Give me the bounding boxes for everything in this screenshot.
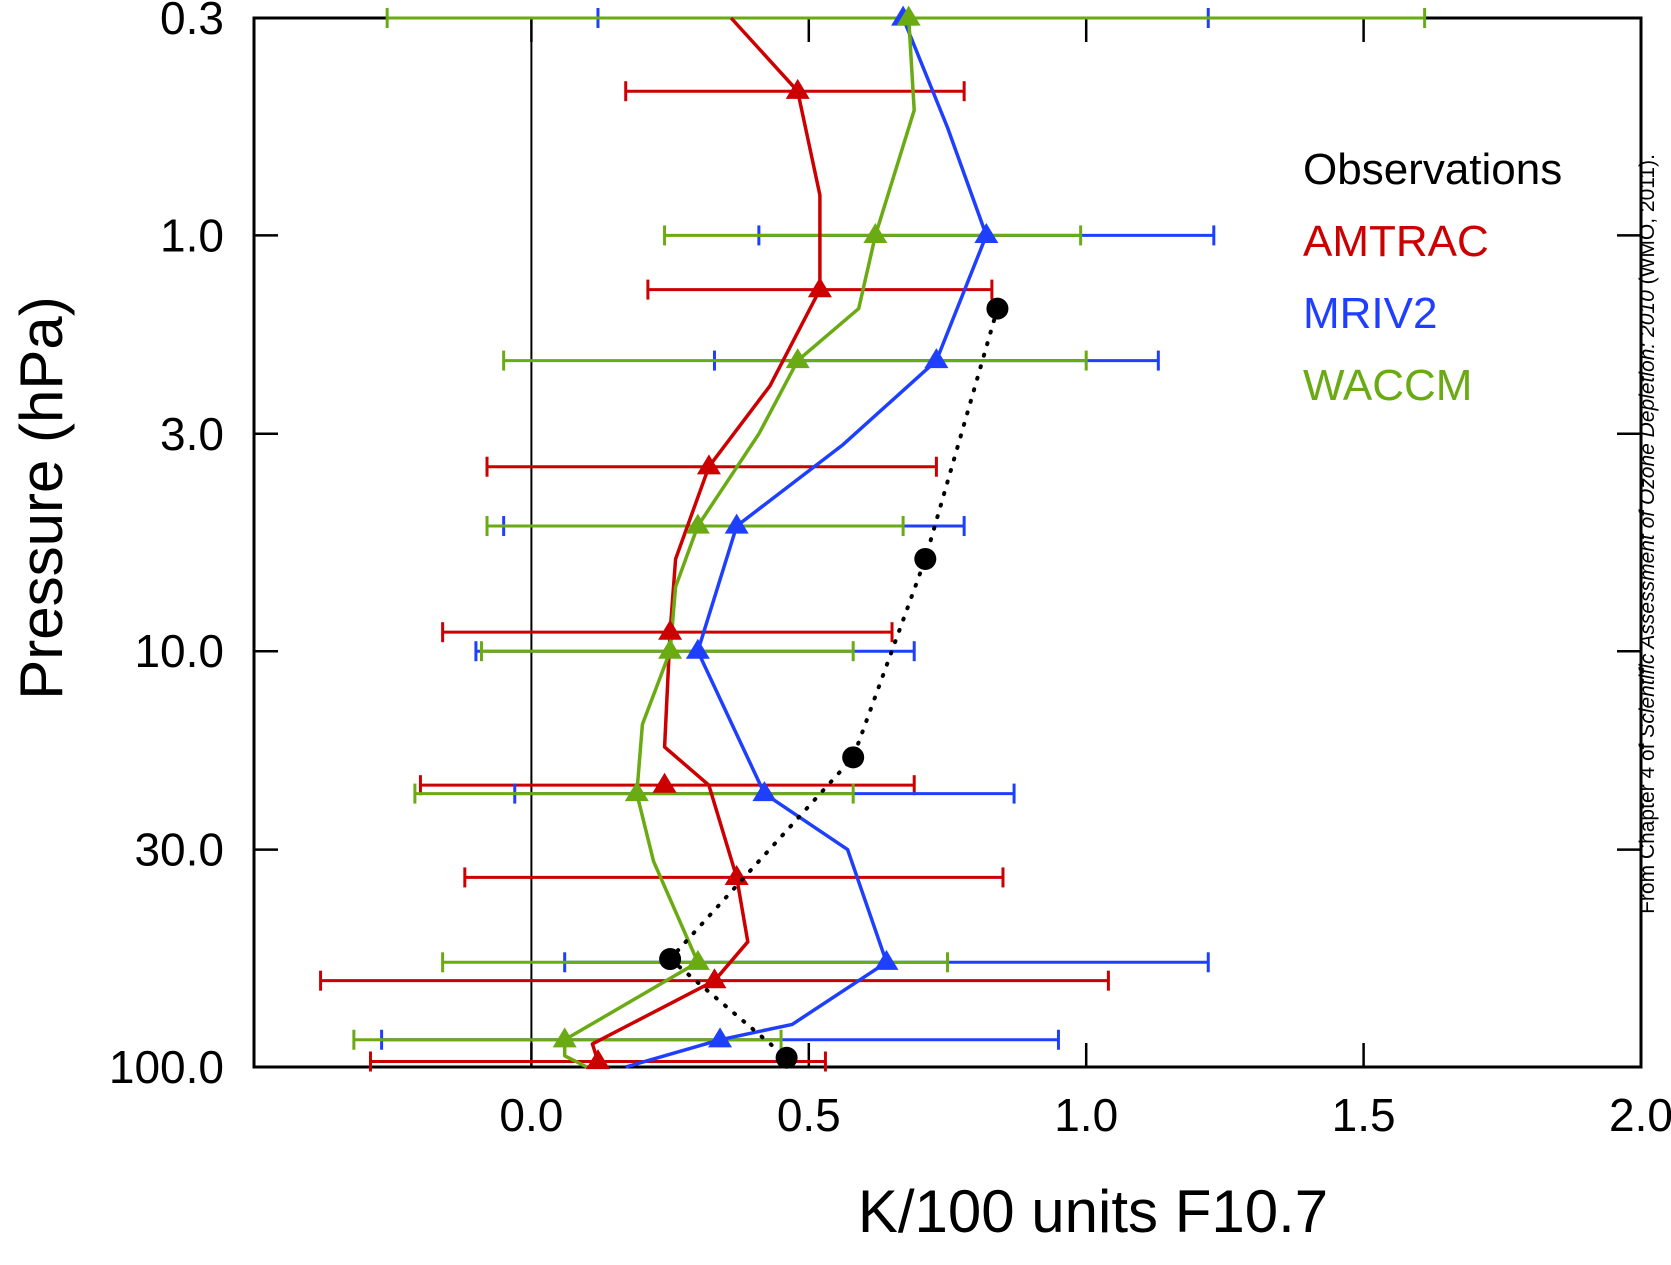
mriv2-marker <box>874 949 899 970</box>
mriv2-marker <box>924 348 949 369</box>
amtrac-marker <box>696 454 721 475</box>
waccm-marker <box>658 638 683 659</box>
amtrac-line <box>590 16 822 1069</box>
mriv2-marker <box>752 781 777 802</box>
observations-line <box>667 306 1000 1060</box>
amtrac-marker <box>585 1049 610 1070</box>
waccm-marker <box>552 1027 577 1048</box>
y-tick-label: 1.0 <box>160 209 224 261</box>
x-tick-label: 1.5 <box>1332 1089 1396 1141</box>
legend-entry-amtrac: AMTRAC <box>1303 217 1489 266</box>
legend-entry-mriv2: MRIV2 <box>1303 289 1437 338</box>
amtrac-marker <box>702 968 727 989</box>
x-tick-label: 2.0 <box>1609 1089 1671 1141</box>
mriv2-marker <box>724 513 749 534</box>
waccm-marker <box>685 513 710 534</box>
legend: Observations AMTRAC MRIV2 WACCM <box>1303 145 1562 410</box>
amtrac-marker <box>652 772 677 793</box>
x-tick-label: 0.5 <box>777 1089 841 1141</box>
amtrac-marker <box>724 865 749 886</box>
waccm-marker <box>896 5 921 26</box>
observations-marker <box>659 948 682 971</box>
observations-marker <box>842 746 865 769</box>
amtrac-marker <box>807 277 832 298</box>
amtrac-marker <box>658 619 683 640</box>
waccm-marker <box>785 348 810 369</box>
x-axis-title: K/100 units F10.7 <box>858 1178 1328 1245</box>
mriv2-marker <box>974 223 999 244</box>
legend-entry-observations: Observations <box>1303 145 1562 194</box>
source-credit: From Chapter 4 of Scientific Assessment … <box>1636 154 1659 914</box>
waccm-marker <box>863 223 888 244</box>
amtrac-marker <box>785 78 810 99</box>
observations-marker <box>914 547 937 570</box>
series-layer <box>319 5 1427 1072</box>
mriv2-marker <box>685 638 710 659</box>
waccm-marker <box>685 949 710 970</box>
y-tick-label: 3.0 <box>160 408 224 460</box>
y-tick-label: 30.0 <box>134 824 224 876</box>
y-axis-title: Pressure (hPa) <box>8 296 75 699</box>
waccm-marker <box>624 781 649 802</box>
x-tick-label: 0.0 <box>499 1089 563 1141</box>
observations-marker <box>775 1046 798 1069</box>
y-tick-label: 0.3 <box>160 0 224 44</box>
mriv2-marker <box>708 1027 733 1048</box>
legend-entry-waccm: WACCM <box>1303 361 1472 410</box>
observations-marker <box>986 297 1009 320</box>
y-tick-label: 10.0 <box>134 625 224 677</box>
waccm-line <box>562 17 916 1069</box>
y-tick-label: 100.0 <box>109 1041 224 1093</box>
x-tick-label: 1.0 <box>1054 1089 1118 1141</box>
axes-layer: 0.0 0.5 1.0 1.5 2.0 0.3 1.0 3.0 10.0 30.0 100.0 <box>109 0 1671 1141</box>
